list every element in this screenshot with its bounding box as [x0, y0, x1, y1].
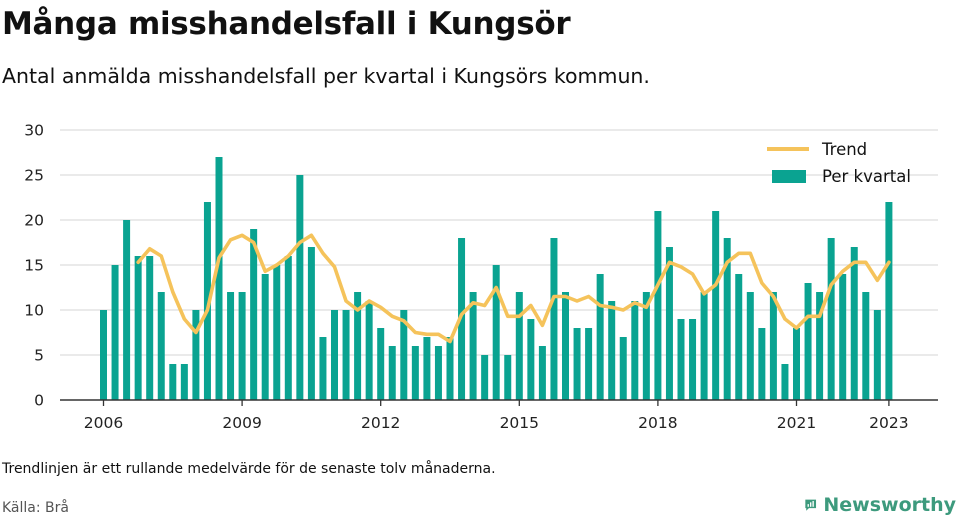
bar	[169, 364, 177, 400]
bar	[827, 238, 835, 400]
bar	[550, 238, 558, 400]
bar	[562, 292, 569, 400]
x-tick-label: 2006	[84, 414, 123, 432]
bar	[735, 274, 743, 400]
bar	[284, 256, 292, 400]
footnote: Trendlinjen är ett rullande medelvärde f…	[2, 461, 496, 477]
y-tick-label: 20	[24, 212, 44, 230]
bar	[411, 346, 419, 400]
bar	[100, 310, 107, 400]
bar	[665, 247, 673, 400]
bar	[619, 337, 627, 400]
chart-area: 0 5 10 15 20 25 30 2006 2009 2012 2015 2018 2021 202…	[24, 122, 938, 432]
bar	[377, 328, 385, 400]
chart-subtitle: Antal anmälda misshandelsfall per kvarta…	[2, 64, 650, 88]
y-axis-ticks: 0 5 10 15 20 25 30	[24, 122, 44, 410]
bar	[758, 328, 766, 400]
bar	[261, 274, 269, 400]
bar	[839, 274, 847, 400]
bar	[700, 292, 708, 400]
y-tick-label: 0	[34, 392, 44, 410]
bar	[862, 292, 870, 400]
bar	[365, 301, 373, 400]
bar	[296, 175, 304, 400]
x-tick-label: 2012	[361, 414, 400, 432]
bar	[885, 202, 893, 400]
bar	[481, 355, 489, 400]
bar	[203, 202, 211, 400]
bar	[793, 328, 800, 400]
bar	[354, 292, 362, 400]
bar	[538, 346, 546, 400]
bar	[434, 346, 442, 400]
bar	[585, 328, 593, 400]
bar	[157, 292, 165, 400]
bar	[573, 328, 581, 400]
bar	[146, 256, 154, 400]
bar	[804, 283, 812, 400]
y-tick-label: 10	[24, 302, 44, 320]
bar	[446, 337, 454, 400]
bar	[504, 355, 512, 400]
bar	[515, 292, 523, 400]
x-tick-label: 2018	[638, 414, 677, 432]
source-label: Källa: Brå	[2, 500, 69, 516]
bar	[642, 292, 650, 400]
bar	[527, 319, 535, 400]
bar	[331, 310, 338, 400]
bar	[134, 256, 142, 400]
bar-series-per-kvartal	[100, 157, 893, 400]
legend-trend-label: Trend	[821, 140, 867, 159]
bar	[723, 238, 731, 400]
y-tick-label: 30	[24, 122, 44, 140]
bar	[469, 292, 477, 400]
chart-title: Många misshandelsfall i Kungsör	[2, 6, 571, 42]
bar	[608, 301, 616, 400]
x-tick-label: 2023	[869, 414, 908, 432]
bar	[319, 337, 327, 400]
legend: Trend Per kvartal	[767, 140, 911, 186]
bar	[192, 310, 200, 400]
legend-bar-label: Per kvartal	[822, 167, 911, 186]
bar	[781, 364, 789, 400]
bar	[180, 364, 188, 400]
bar	[873, 310, 881, 400]
x-tick-label: 2009	[222, 414, 261, 432]
bar	[654, 211, 662, 400]
bar	[123, 220, 131, 400]
newsworthy-logo-icon	[805, 499, 817, 511]
x-tick-label: 2021	[777, 414, 816, 432]
legend-bar-swatch	[772, 170, 806, 183]
bar	[400, 310, 408, 400]
bar	[238, 292, 246, 400]
y-tick-label: 5	[34, 347, 44, 365]
bar	[273, 265, 281, 400]
bar	[307, 247, 315, 400]
bar	[631, 301, 639, 400]
bar	[816, 292, 824, 400]
bar	[227, 292, 235, 400]
bar	[712, 211, 720, 400]
bar	[850, 247, 858, 400]
x-tick-label: 2015	[500, 414, 539, 432]
y-tick-label: 15	[24, 257, 44, 275]
brand-name: Newsworthy	[823, 494, 956, 516]
y-tick-label: 25	[24, 167, 44, 185]
bar	[689, 319, 697, 400]
bar	[111, 265, 119, 400]
bar	[677, 319, 685, 400]
brand-logo: Newsworthy	[804, 489, 956, 521]
bar	[746, 292, 754, 400]
trend-line	[136, 233, 891, 344]
bar	[423, 337, 431, 400]
bar	[492, 265, 500, 400]
bar	[769, 292, 777, 400]
x-axis-ticks: 2006 2009 2012 2015 2018 2021 2023	[84, 400, 909, 432]
bar	[596, 274, 604, 400]
bar	[342, 310, 350, 400]
bar	[388, 346, 396, 400]
bar	[250, 229, 258, 400]
bar	[215, 157, 223, 400]
